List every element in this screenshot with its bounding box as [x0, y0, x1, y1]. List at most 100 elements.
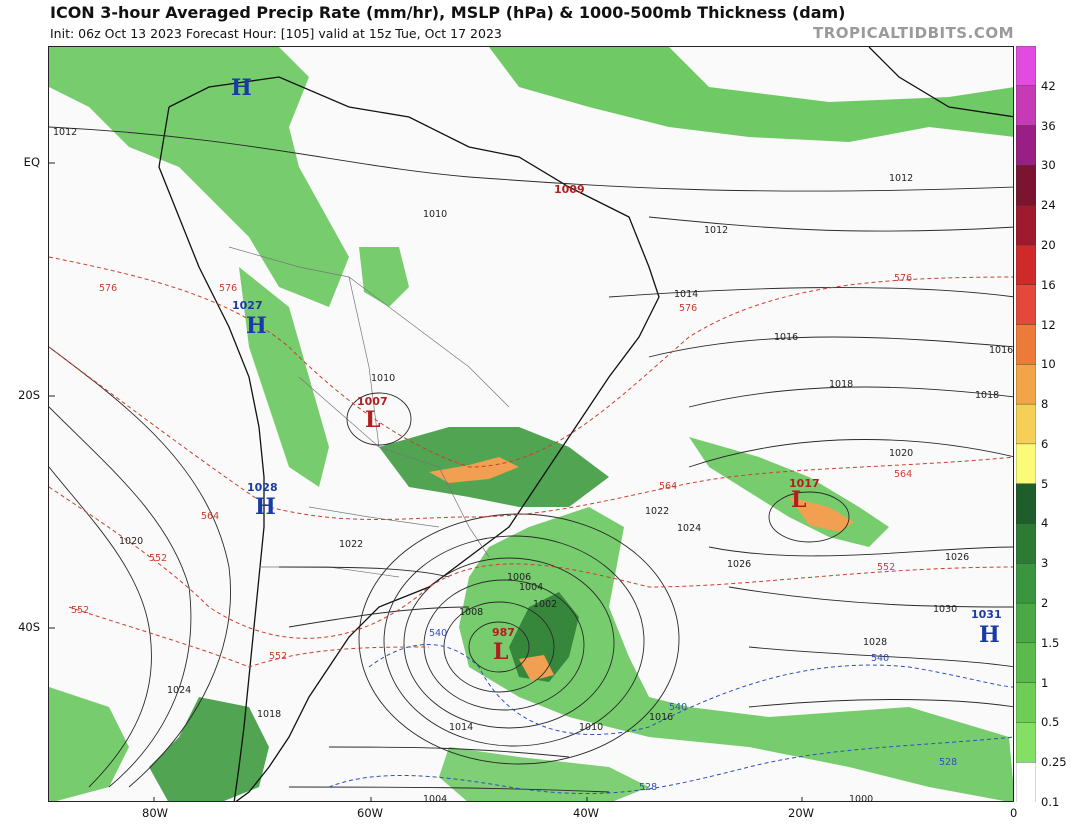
- isobar-label: 1020: [889, 448, 913, 459]
- colorbar-swatch: [1016, 244, 1036, 286]
- thickness-label: 540: [871, 653, 889, 664]
- low-pressure-center: L: [791, 487, 806, 513]
- precip-area-midatlantic-band: [689, 437, 889, 547]
- low-pressure-value: 987: [492, 626, 515, 639]
- thickness-label: 564: [894, 469, 912, 480]
- isobar-label: 1012: [889, 173, 913, 184]
- isobar-ring: [443, 601, 555, 693]
- isobar-label: 1020: [119, 536, 143, 547]
- isobar-line: [648, 336, 1013, 358]
- country-border: [228, 246, 510, 578]
- colorbar-swatch: [1016, 284, 1036, 326]
- high-pressure-value: 1028: [247, 481, 278, 494]
- thickness-label: 564: [201, 511, 219, 522]
- border-layer: [228, 246, 510, 578]
- colorbar-tick-label: 1: [1041, 675, 1049, 690]
- isobar-line: [288, 606, 470, 628]
- colorbar-tick-label: 3: [1041, 556, 1049, 571]
- isobar-label: 1018: [975, 390, 999, 401]
- isobar-ring: [358, 513, 680, 765]
- africa-coastline: [868, 47, 1013, 118]
- pressure-centers: H 1027 H 1028 H 1031 H 1007 L 1017 L 987…: [231, 75, 1002, 665]
- graticule-ticks: [49, 162, 803, 801]
- isobar-label: 1008: [459, 607, 483, 618]
- thickness-label: 528: [639, 782, 657, 793]
- isobar-line: [608, 287, 1013, 298]
- colorbar-tick-label: 1.5: [1041, 635, 1060, 650]
- thickness-label: 576: [99, 283, 117, 294]
- colorbar-swatch: [1016, 46, 1036, 87]
- site-brand: TROPICALTIDBITS.COM: [813, 24, 1014, 42]
- precip-area-cyclone-heavy: [519, 655, 554, 681]
- colorbar-swatch: [1016, 85, 1036, 127]
- isobar-label: 1004: [423, 794, 447, 802]
- precip-area-nw-coast: [49, 47, 349, 307]
- precip-area-andes: [239, 267, 329, 487]
- isobar-label: 1014: [674, 289, 698, 300]
- colorbar-swatch: [1016, 523, 1036, 564]
- isobar-line: [49, 126, 1013, 192]
- precip-area-midatlantic-core: [789, 497, 854, 532]
- isobar-label: 1014: [449, 722, 473, 733]
- colorbar-tick-label: 42: [1041, 78, 1056, 93]
- thickness-label: 540: [429, 628, 447, 639]
- colorbar-swatch: [1016, 364, 1036, 405]
- isobar-ring: [423, 579, 585, 711]
- isobar-label: 1004: [519, 582, 543, 593]
- low-pressure-center: L: [365, 407, 380, 433]
- isobar-label: 1030: [933, 604, 957, 615]
- precip-area-southwest-pacific: [49, 687, 129, 801]
- colorbar-tick-label: 12: [1041, 317, 1056, 332]
- precip-area-south-atlantic-cyclone: [459, 507, 1013, 801]
- colorbar-tick-label: 30: [1041, 158, 1056, 173]
- lat-label-40s: 40S: [18, 620, 40, 634]
- coastline-layer: [158, 47, 1013, 801]
- precip-area-paraguay-core: [429, 457, 519, 483]
- low-pressure-center: L: [493, 639, 508, 665]
- thickness-label: 552: [269, 651, 287, 662]
- thickness-552-line: [68, 606, 430, 668]
- colorbar-swatch: [1016, 642, 1036, 684]
- precip-area-patagonia: [149, 697, 269, 801]
- lon-label-80w: 80W: [142, 806, 169, 820]
- contour-labels: 1012 1012 1010 1010 1012 1014 1016 1016 …: [53, 127, 1013, 802]
- isobar-label: 1006: [507, 572, 531, 583]
- thickness-label: 552: [71, 605, 89, 616]
- isobar-label: 1024: [167, 685, 191, 696]
- isobar-ring: [383, 535, 645, 747]
- chart-subtitle: Init: 06z Oct 13 2023 Forecast Hour: [10…: [50, 26, 502, 41]
- thickness-label: 576: [219, 283, 237, 294]
- isobar-label: 1024: [677, 523, 701, 534]
- colorbar-tick-label: 10: [1041, 357, 1056, 372]
- colorbar-swatch: [1016, 324, 1036, 366]
- thickness-564-line: [49, 346, 1013, 520]
- colorbar-swatch: [1016, 722, 1036, 763]
- thickness-576-line: [49, 256, 1013, 468]
- isobar-label: 1012: [53, 127, 77, 138]
- isobar-line: [748, 699, 1013, 708]
- isobar-ring: [346, 392, 412, 446]
- isobar-label: 1010: [423, 209, 447, 220]
- thickness-528-line: [328, 736, 1013, 794]
- isobar-label: 1022: [339, 539, 363, 550]
- high-pressure-center: H: [246, 313, 267, 339]
- colorbar-tick-label: 2: [1041, 596, 1049, 611]
- isobar-line: [748, 646, 1013, 668]
- colorbar-swatch: [1016, 682, 1036, 724]
- colorbar-swatch: [1016, 563, 1036, 604]
- isobar-label: 1028: [863, 637, 887, 648]
- isobar-line: [708, 546, 1013, 557]
- high-pressure-value: 1031: [971, 608, 1002, 621]
- isobar-layer: [49, 126, 1013, 793]
- high-pressure-center: H: [979, 622, 1000, 648]
- colorbar-swatch: [1016, 125, 1036, 167]
- high-pressure-value: 1027: [232, 299, 263, 312]
- colorbar-tick-label: 8: [1041, 397, 1049, 412]
- lon-label-20w: 20W: [788, 806, 815, 820]
- colorbar-swatch: [1016, 443, 1036, 485]
- lon-label-40w: 40W: [573, 806, 600, 820]
- thickness-540-line: [368, 644, 1013, 735]
- colorbar-tick-label: 16: [1041, 277, 1056, 292]
- isobar-label: 1026: [727, 559, 751, 570]
- low-pressure-value: 1007: [357, 395, 388, 408]
